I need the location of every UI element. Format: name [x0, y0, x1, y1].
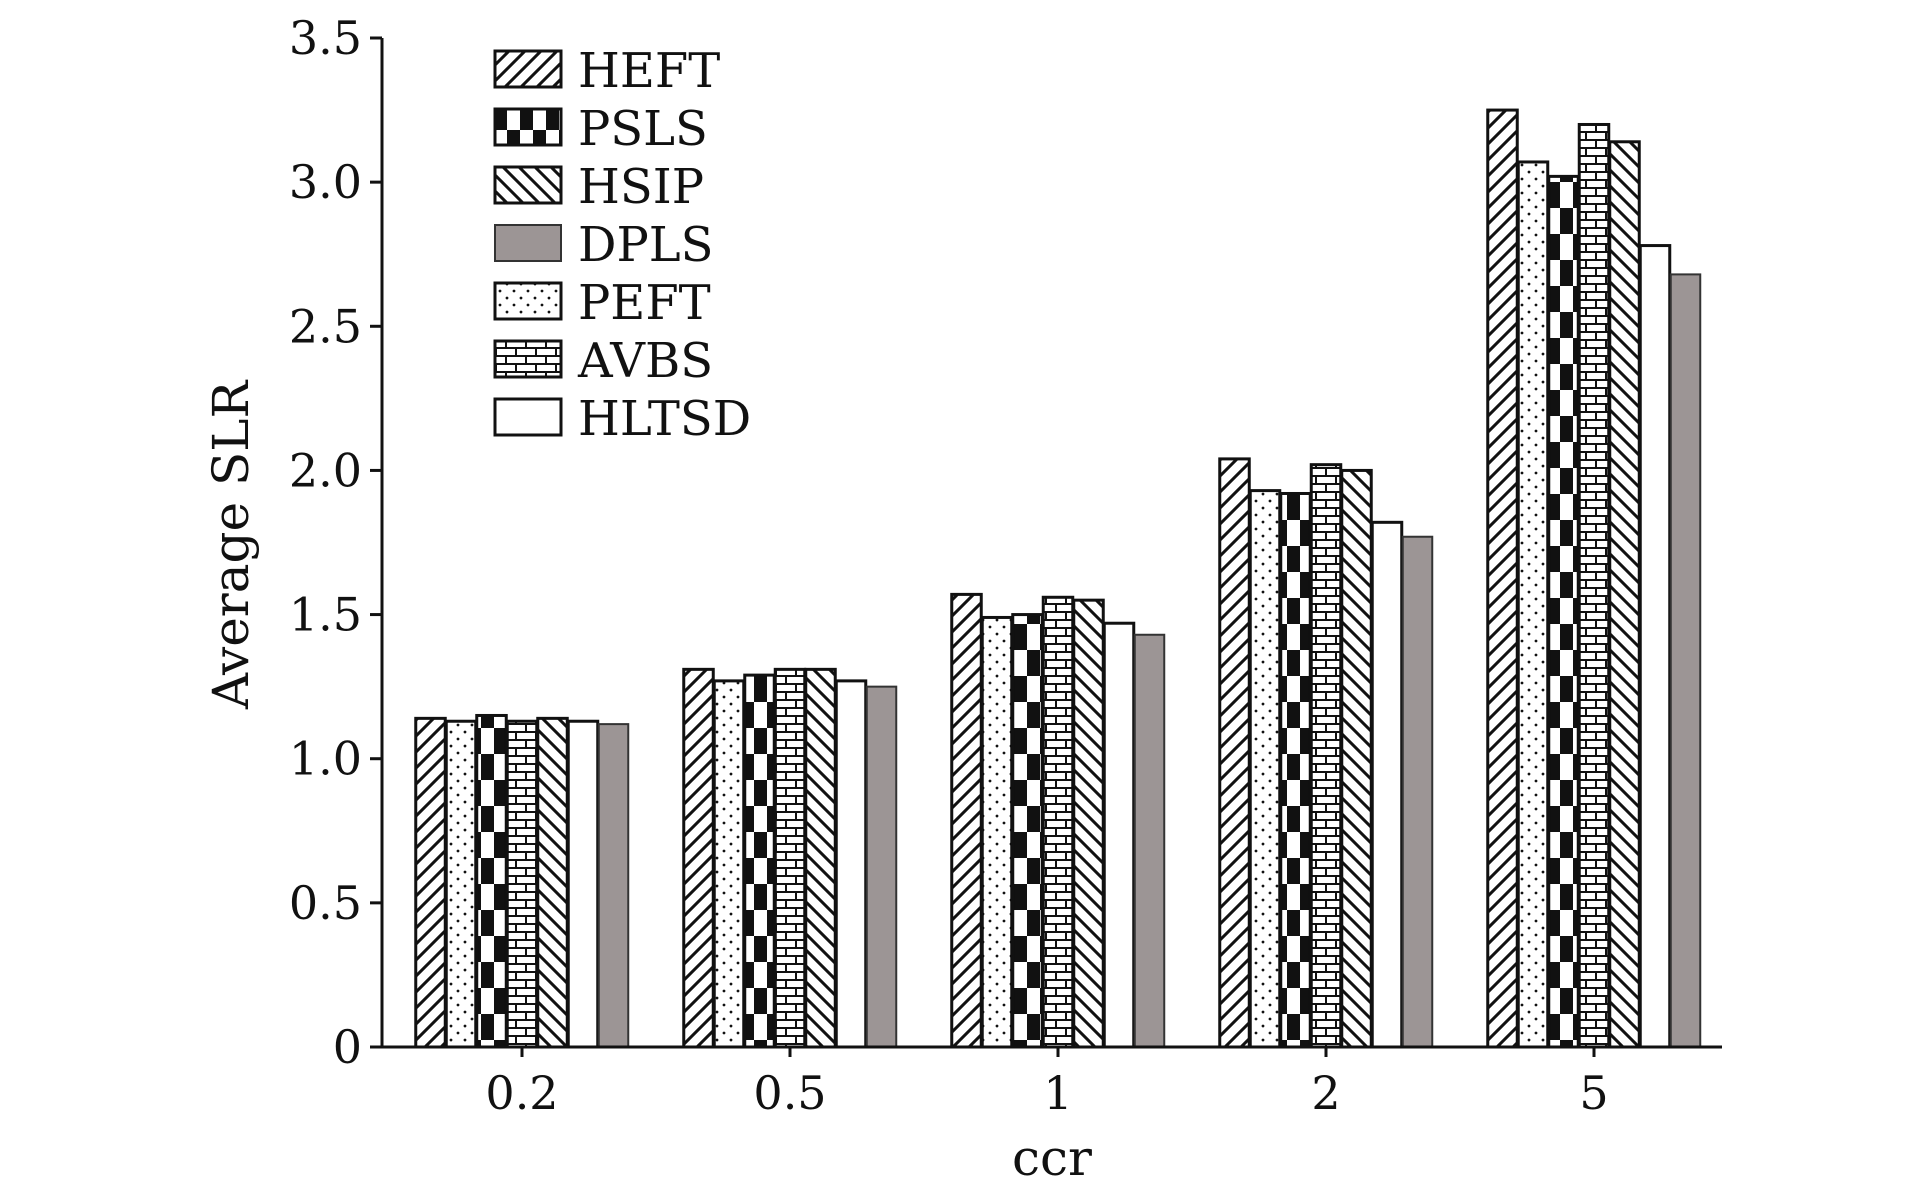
- legend-label-dpls: DPLS: [578, 217, 714, 273]
- bar-dpls-1: [1133, 633, 1166, 1048]
- legend-label-hsip: HSIP: [578, 159, 704, 215]
- legend-swatch-peft: [493, 281, 563, 321]
- bar-hsip-1: [1072, 598, 1105, 1049]
- bar-peft-1: [980, 615, 1014, 1049]
- bar-heft-5: [1486, 108, 1519, 1049]
- bar-hltsd-1: [1102, 621, 1136, 1049]
- legend-swatch-dpls: [494, 224, 562, 262]
- bar-psls-5: [1547, 174, 1580, 1049]
- bar-dpls-2: [1401, 535, 1434, 1049]
- y-tick-label: 3.5: [289, 11, 362, 65]
- x-tick-label: 2: [1311, 1066, 1340, 1120]
- bar-hltsd-0.5: [834, 679, 868, 1049]
- bar-hsip-0.2: [536, 716, 569, 1049]
- bar-hltsd-5: [1638, 244, 1672, 1049]
- legend-swatch-hsip: [493, 165, 563, 205]
- bar-heft-1: [950, 592, 983, 1049]
- bar-hltsd-0.2: [566, 719, 600, 1049]
- x-tick-label: 5: [1579, 1066, 1608, 1120]
- bar-avbs-5: [1577, 122, 1611, 1049]
- y-axis-ticks: 0 0.5 1.0 1.5 2.0 2.5 3.0 3.5: [289, 11, 382, 1074]
- bar-heft-2: [1218, 457, 1251, 1049]
- x-axis-title: ccr: [1012, 1129, 1092, 1181]
- bar-avbs-0.5: [773, 667, 807, 1049]
- bar-heft-0.5: [682, 667, 715, 1049]
- legend-swatch-hltsd: [493, 397, 563, 437]
- x-axis-ticks: 0.2 0.5 1 2 5: [485, 1047, 1609, 1120]
- bar-heft-0.2: [414, 716, 447, 1049]
- x-tick-label: 1: [1043, 1066, 1072, 1120]
- y-tick-label: 0.5: [289, 876, 362, 930]
- bar-hltsd-2: [1370, 520, 1404, 1049]
- bar-dpls-0.5: [865, 685, 898, 1049]
- legend-label-heft: HEFT: [578, 43, 720, 99]
- legend-swatch-psls: [493, 107, 563, 147]
- plot-area: [414, 108, 1702, 1049]
- bar-peft-2: [1248, 489, 1282, 1049]
- bar-peft-0.2: [444, 719, 478, 1049]
- legend-label-hltsd: HLTSD: [578, 391, 751, 447]
- bar-dpls-0.2: [597, 723, 630, 1048]
- bar-hsip-2: [1340, 468, 1373, 1049]
- y-tick-label: 0: [333, 1020, 362, 1074]
- legend-label-psls: PSLS: [578, 101, 708, 157]
- bar-peft-5: [1516, 160, 1550, 1049]
- bar-psls-2: [1279, 491, 1312, 1049]
- bar-avbs-0.2: [505, 719, 539, 1049]
- legend-label-peft: PEFT: [578, 275, 711, 331]
- legend-swatch-avbs: [493, 339, 563, 379]
- bar-psls-1: [1011, 613, 1044, 1049]
- bar-peft-0.5: [712, 679, 746, 1049]
- bar-avbs-2: [1309, 463, 1343, 1049]
- y-tick-label: 2.0: [289, 443, 362, 497]
- bar-avbs-1: [1041, 595, 1075, 1049]
- x-tick-label: 0.5: [753, 1066, 826, 1120]
- y-tick-label: 3.0: [289, 155, 362, 209]
- legend-label-avbs: AVBS: [577, 333, 713, 389]
- x-tick-label: 0.2: [485, 1066, 558, 1120]
- legend-swatch-heft: [493, 49, 563, 89]
- bar-hsip-0.5: [804, 667, 837, 1049]
- bar-hsip-5: [1608, 140, 1641, 1049]
- y-tick-label: 1.0: [289, 732, 362, 786]
- bar-dpls-5: [1669, 273, 1702, 1048]
- y-tick-label: 1.5: [289, 588, 362, 642]
- bar-psls-0.5: [743, 673, 776, 1049]
- y-axis-title: Average SLR: [202, 380, 260, 711]
- bar-psls-0.2: [475, 713, 508, 1049]
- y-tick-label: 2.5: [289, 299, 362, 353]
